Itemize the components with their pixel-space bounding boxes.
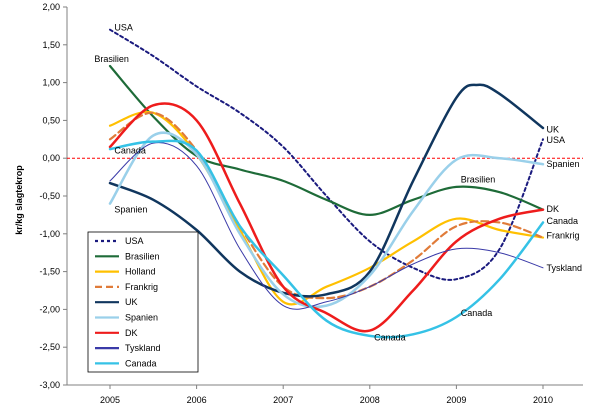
y-tick-label: 0,50 (42, 115, 60, 125)
y-tick-label: -3,00 (39, 380, 60, 390)
x-tick-label: 2007 (273, 395, 293, 405)
annotation-label: Brasilien (461, 174, 496, 184)
legend-label: Spanien (125, 313, 158, 323)
series-line-uk (108, 83, 545, 298)
annotation-label: Tyskland (546, 263, 582, 273)
annotation-label: Spanien (114, 205, 147, 215)
series-line-usa (109, 28, 544, 281)
legend: USA Brasilien Holland Frankrig UK Spanien DK Ty… (87, 231, 199, 373)
annotation-label: DK (546, 204, 559, 214)
legend-label: Holland (125, 267, 156, 277)
y-tick-label: 1,50 (42, 40, 60, 50)
annotation-label: Frankrig (546, 230, 579, 240)
series-line-holland (108, 110, 545, 306)
legend-label: UK (125, 297, 138, 307)
x-tick-label: 2008 (360, 395, 380, 405)
series-line-spanien (108, 131, 545, 309)
annotations: USABrasilienCanadaSpanienUKUSASpanienDKC… (94, 22, 582, 342)
annotation-label: Canada (461, 308, 493, 318)
series-lines (108, 28, 545, 339)
series-line-dk (108, 102, 545, 333)
legend-label: Tyskland (125, 343, 161, 353)
y-axis-label: kr/kg slagtekrop (14, 165, 24, 235)
annotation-label: USA (114, 22, 133, 32)
y-tick-label: -1,00 (39, 229, 60, 239)
legend-label: Brasilien (125, 251, 160, 261)
x-tick-label: 2009 (446, 395, 466, 405)
x-tick-label: 2005 (100, 395, 120, 405)
legend-label: DK (125, 328, 138, 338)
y-tick-label: -2,50 (39, 342, 60, 352)
annotation-label: Canada (374, 332, 406, 342)
annotation-label: Brasilien (94, 54, 129, 64)
y-tick-label: -0,50 (39, 191, 60, 201)
x-tick-label: 2006 (187, 395, 207, 405)
x-tick-label: 2010 (533, 395, 553, 405)
y-tick-label: -2,00 (39, 304, 60, 314)
series-line-canada (108, 139, 545, 339)
y-tick-label: 2,00 (42, 2, 60, 12)
annotation-label: UK (546, 124, 559, 134)
legend-label: USA (125, 236, 144, 246)
y-tick-label: 0,00 (42, 153, 60, 163)
legend-label: Canada (125, 358, 157, 368)
y-tick-label: 1,00 (42, 78, 60, 88)
series-line-brasilien (108, 64, 545, 216)
series-line-tyskland (109, 142, 544, 310)
series-line-frankrig (108, 111, 545, 300)
annotation-label: USA (546, 135, 565, 145)
annotation-label: Spanien (546, 159, 579, 169)
legend-label: Frankrig (125, 282, 158, 292)
x-axis-ticks: 2005 2006 2007 2008 2009 2010 (100, 385, 553, 405)
annotation-label: Canada (546, 216, 578, 226)
y-tick-label: -1,50 (39, 267, 60, 277)
annotation-label: Canada (114, 146, 146, 156)
y-axis-ticks: 2,00 1,50 1,00 0,50 0,00 -0,50 -1,00 -1,50 -2,00… (39, 2, 67, 390)
